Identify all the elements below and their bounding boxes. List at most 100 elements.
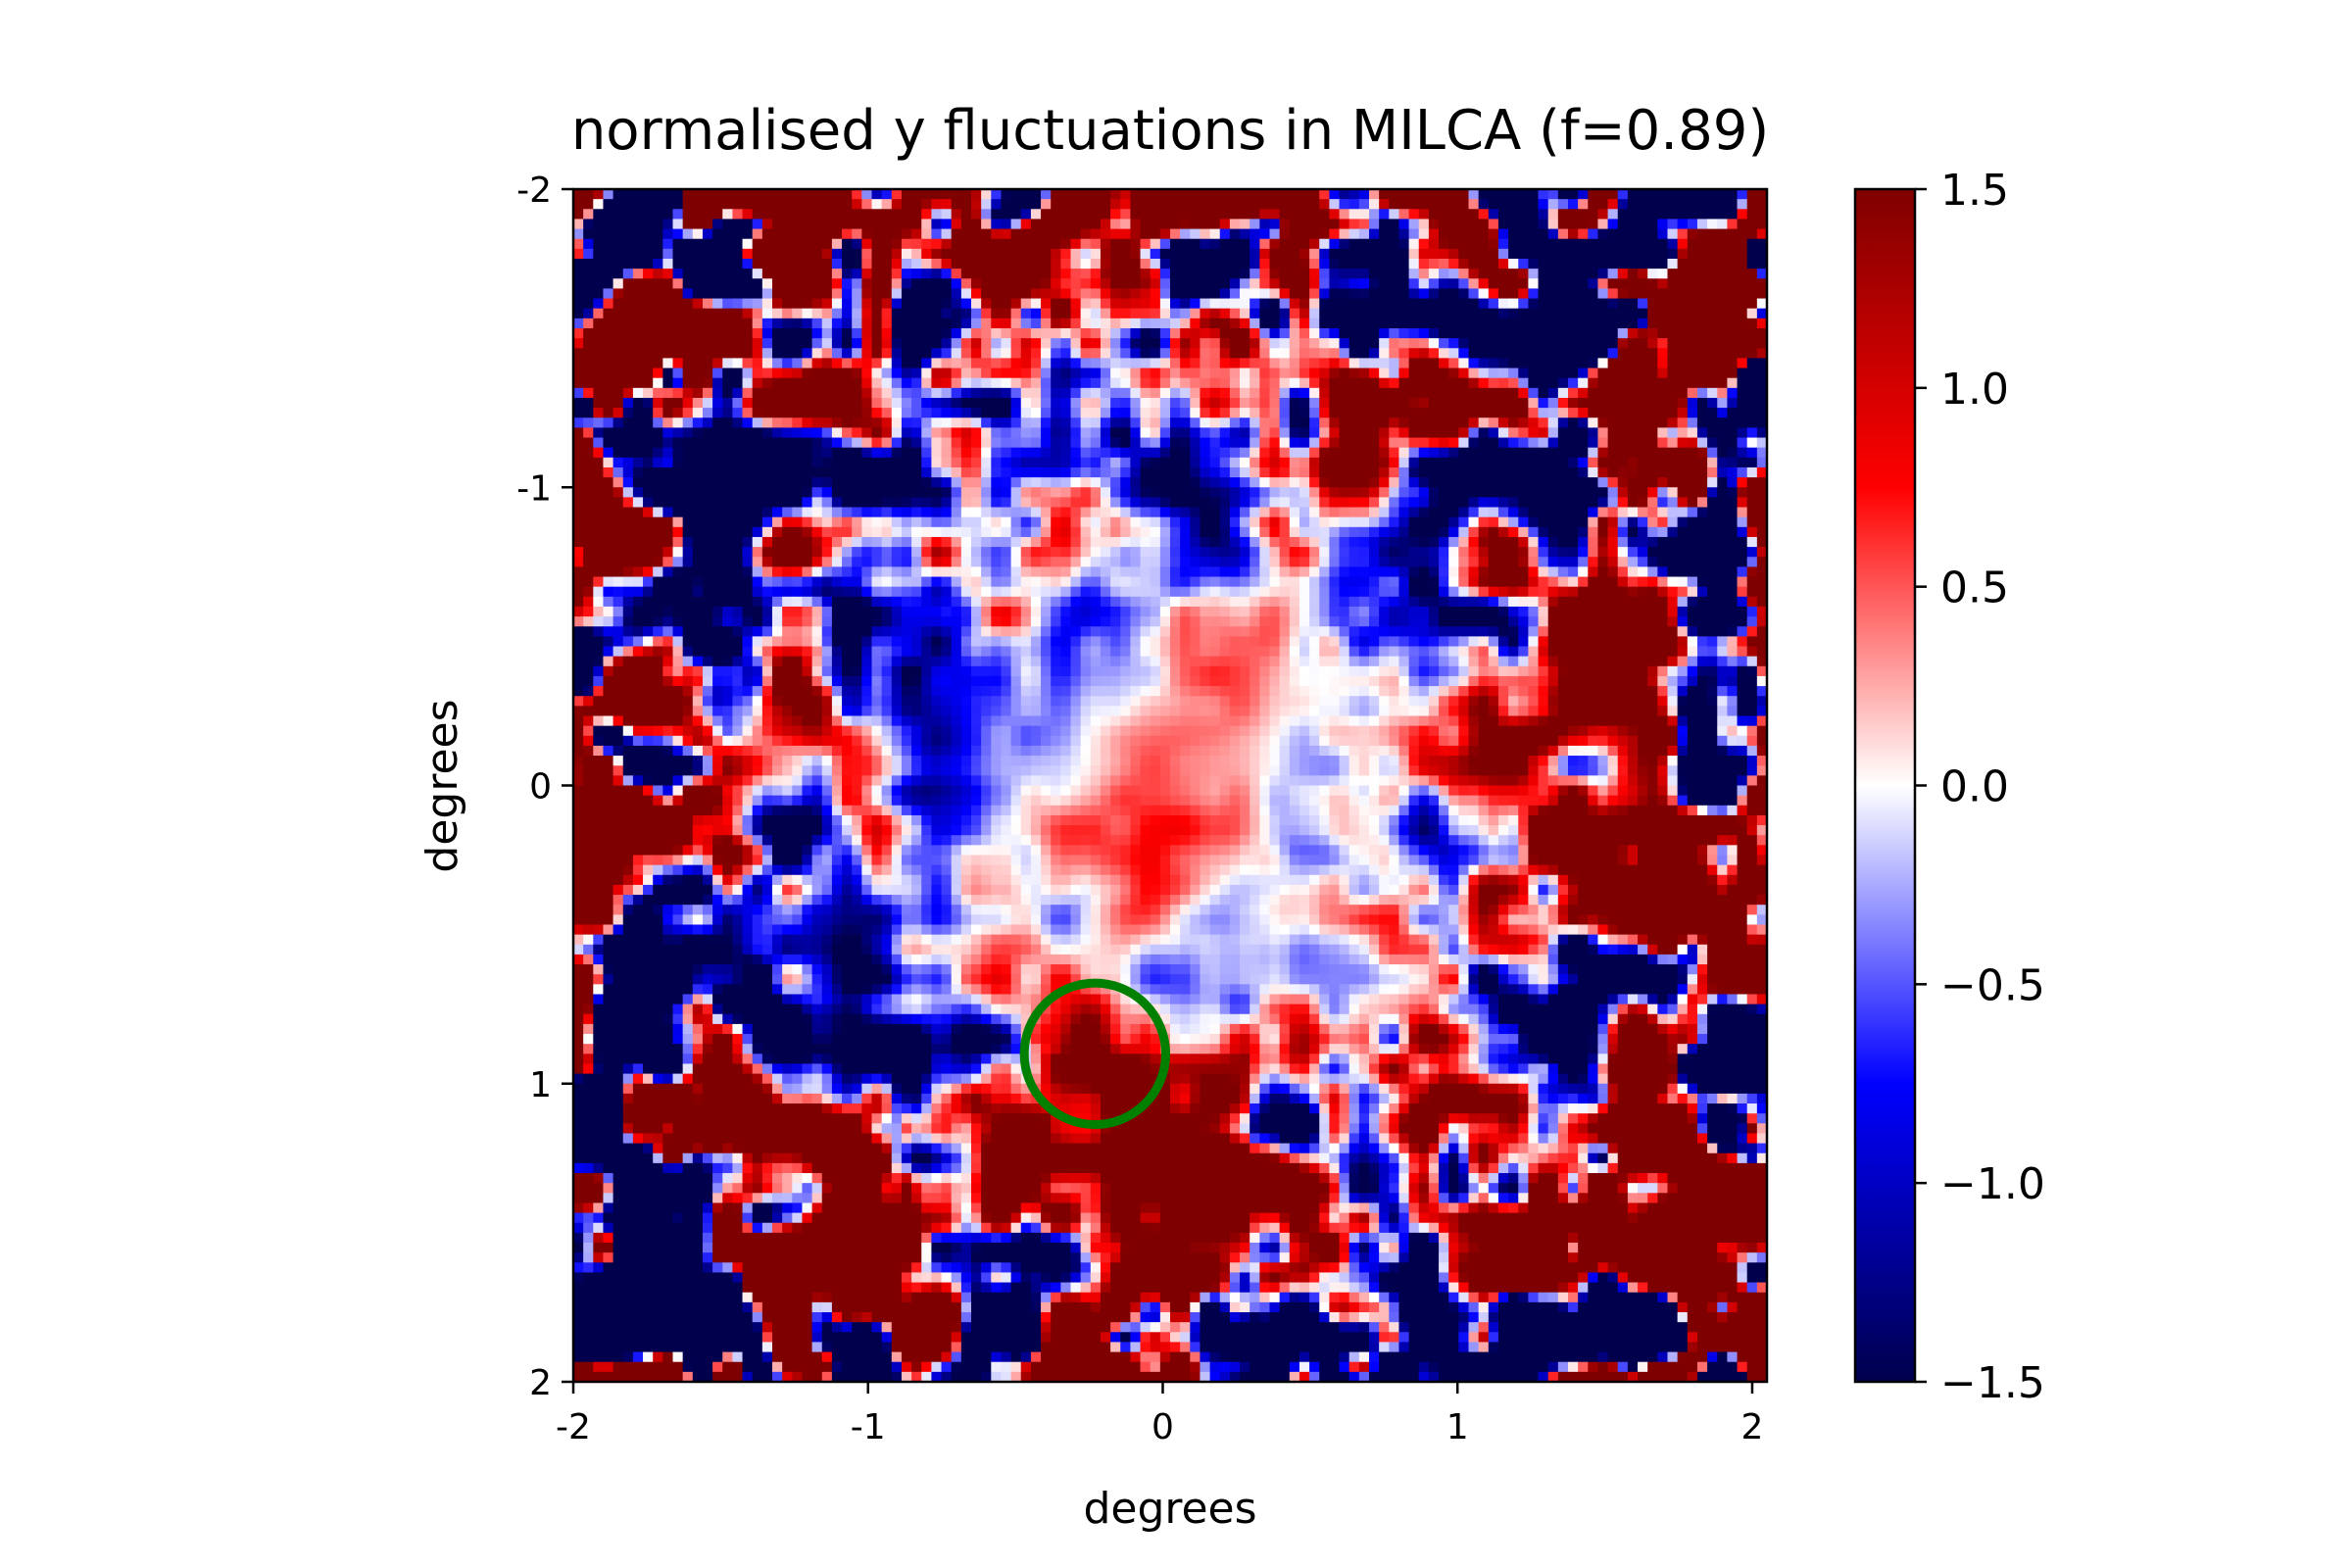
heatmap-cell [1269,547,1281,558]
heatmap-cell [1458,219,1470,230]
heatmap-cell [1597,397,1609,409]
heatmap-cell [981,566,992,578]
heatmap-cell [573,278,584,290]
heatmap-cell [1159,576,1171,588]
heatmap-cell [1478,278,1490,290]
heatmap-cell [1298,248,1310,260]
heatmap-cell [1557,238,1569,250]
heatmap-cell [1389,348,1400,360]
heatmap-cell [1687,466,1698,478]
heatmap-cell [1478,298,1490,310]
heatmap-cell [1051,516,1061,528]
heatmap-cell [1617,269,1629,279]
heatmap-cell [1478,408,1490,418]
heatmap-cell [1339,557,1350,567]
heatmap-cell [802,507,813,518]
heatmap-cell [1329,557,1341,567]
heatmap-cell [761,397,773,409]
heatmap-cell [1687,477,1698,488]
heatmap-cell [1298,566,1310,578]
heatmap-cell [632,507,644,518]
heatmap-cell [1348,377,1360,389]
heatmap-cell [821,278,833,290]
heatmap-cell [1001,278,1012,290]
heatmap-cell [811,338,823,349]
heatmap-cell [1657,427,1669,439]
heatmap-cell [1289,308,1300,319]
heatmap-cell [1170,447,1181,459]
heatmap-cell [1488,248,1499,260]
heatmap-cell [1657,387,1669,399]
heatmap-cell [1518,327,1529,339]
heatmap-cell [991,189,1003,200]
heatmap-cell [1010,477,1022,488]
heatmap-cell [1547,228,1559,240]
heatmap-cell [1657,576,1669,588]
heatmap-cell [593,408,605,418]
heatmap-cell [772,487,783,498]
heatmap-cell [991,387,1003,399]
heatmap-cell [1120,269,1131,279]
heatmap-cell [1607,327,1619,339]
heatmap-cell [1746,327,1758,339]
heatmap-cell [573,308,584,319]
heatmap-cell [1707,536,1718,548]
heatmap-cell [1030,457,1042,468]
heatmap-cell [761,318,773,329]
heatmap-cell [573,576,584,588]
heatmap-cell [981,526,992,538]
heatmap-cell [742,269,754,279]
heatmap-cell [811,269,823,279]
heatmap-cell [1159,269,1171,279]
heatmap-cell [1647,348,1658,360]
heatmap-cell [1080,557,1092,567]
heatmap-cell [951,596,962,608]
heatmap-cell [1309,397,1320,409]
heatmap-cell [1348,199,1360,210]
heatmap-cell [1369,209,1380,220]
heatmap-cell [653,507,663,518]
heatmap-cell [1030,219,1042,230]
heatmap-cell [1070,576,1082,588]
heatmap-cell [881,477,893,488]
heatmap-cell [1170,298,1181,310]
heatmap-cell [1030,209,1042,220]
heatmap-cell [1638,348,1648,360]
heatmap-cell [1439,308,1449,319]
heatmap-cell [792,189,804,200]
heatmap-cell [1737,408,1748,418]
heatmap-cell [1458,457,1470,468]
heatmap-cell [1209,358,1221,369]
heatmap-cell [1309,457,1320,468]
heatmap-cell [1647,516,1658,528]
heatmap-cell [1418,507,1430,518]
heatmap-cell [1090,358,1102,369]
heatmap-cell [1578,477,1589,488]
heatmap-cell [1180,377,1191,389]
heatmap-cell [653,368,663,379]
heatmap-cell [1557,576,1569,588]
heatmap-cell [1508,408,1519,418]
heatmap-cell [662,387,674,399]
heatmap-cell [612,487,624,498]
heatmap-cell [1070,477,1082,488]
heatmap-cell [1229,278,1241,290]
heatmap-cell [1209,199,1221,210]
heatmap-cell [1657,209,1669,220]
heatmap-cell [852,497,862,509]
heatmap-cell [1030,408,1042,418]
heatmap-cell [1528,318,1540,329]
heatmap-cell [1677,516,1689,528]
heatmap-cell [911,417,922,428]
heatmap-cell [1209,209,1221,220]
heatmap-cell [991,557,1003,567]
heatmap-cell [1110,566,1121,578]
heatmap-cell [1339,447,1350,459]
heatmap-cell [1369,269,1380,279]
heatmap-cell [1269,557,1281,567]
heatmap-cell [653,308,663,319]
heatmap-cell [1568,189,1579,200]
heatmap-cell [1389,427,1400,439]
heatmap-cell [742,209,754,220]
heatmap-cell [1140,338,1152,349]
